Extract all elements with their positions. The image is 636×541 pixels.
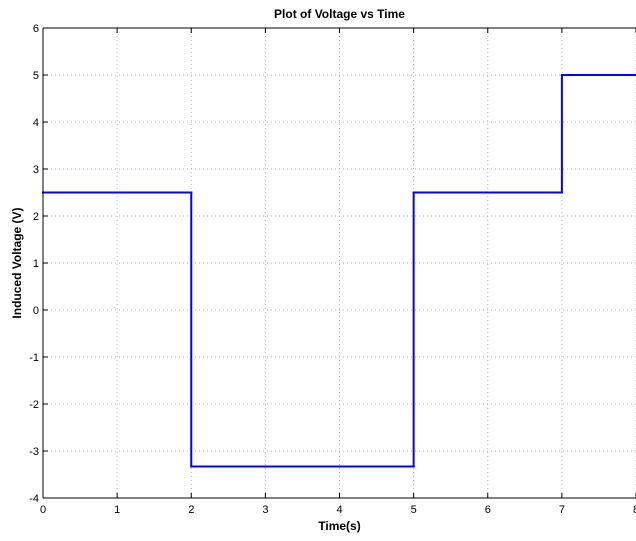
y-tick-label: 2 [33, 211, 39, 223]
y-tick-label: 6 [33, 23, 39, 35]
x-tick-label: 8 [633, 504, 636, 516]
y-tick-label: -2 [29, 399, 39, 411]
x-tick-label: 6 [485, 504, 491, 516]
y-tick-label: 3 [33, 164, 39, 176]
x-tick-label: 3 [262, 504, 268, 516]
chart-title: Plot of Voltage vs Time [274, 7, 405, 21]
x-tick-labels: 0 1 2 3 4 5 6 7 8 [40, 504, 636, 516]
y-tick-label: 0 [33, 305, 39, 317]
y-tick-label: 1 [33, 258, 39, 270]
x-axis-label: Time(s) [318, 519, 360, 533]
y-axis-label: Induced Voltage (V) [10, 207, 24, 318]
x-tick-label: 0 [40, 504, 46, 516]
y-tick-label: -3 [29, 446, 39, 458]
series-lines [42, 74, 636, 468]
x-tick-label: 2 [188, 504, 194, 516]
y-tick-label: 4 [33, 117, 39, 129]
y-tick-label: -1 [29, 352, 39, 364]
x-tick-label: 1 [114, 504, 120, 516]
y-tick-labels: -4 -3 -2 -1 0 1 2 3 4 5 6 [29, 23, 39, 505]
y-tick-label: 5 [33, 70, 39, 82]
x-tick-label: 7 [559, 504, 565, 516]
y-tick-label: -4 [29, 493, 39, 505]
x-tick-label: 4 [336, 504, 342, 516]
x-tick-label: 5 [411, 504, 417, 516]
